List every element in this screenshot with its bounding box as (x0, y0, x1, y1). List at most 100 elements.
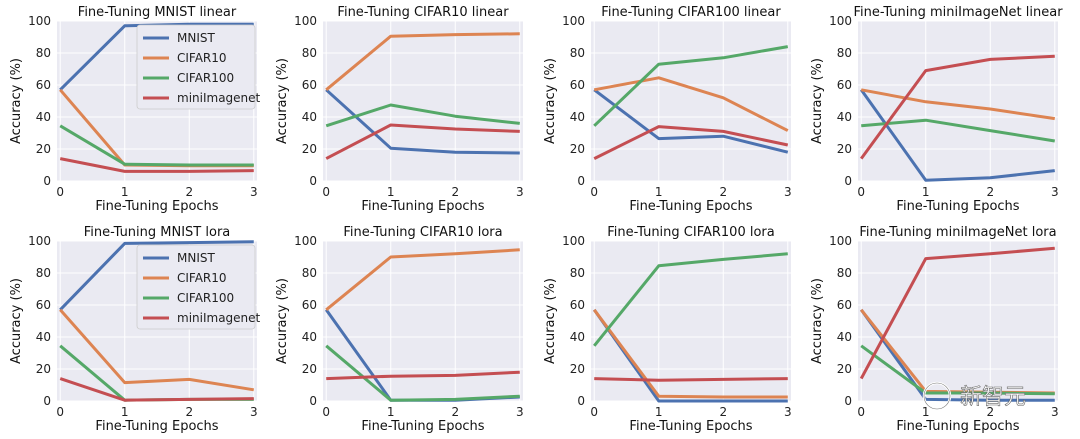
series-line-cifar100 (860, 344, 1055, 396)
legend-label: CIFAR10 (177, 271, 227, 285)
y-tick-label: 80 (36, 46, 51, 60)
y-tick-label: 60 (837, 78, 852, 92)
y-tick-label: 80 (837, 266, 852, 280)
legend-box (136, 24, 256, 110)
x-tick-label: 3 (784, 405, 792, 419)
y-tick-label: 20 (36, 142, 51, 156)
x-tick-label: 1 (922, 405, 930, 419)
legend-label: MNIST (177, 251, 215, 265)
x-axis-label: Fine-Tuning Epochs (629, 199, 752, 214)
y-tick-label: 80 (570, 46, 585, 60)
y-axis-label: Accuracy (%) (9, 278, 24, 364)
x-tick-label: 1 (121, 405, 129, 419)
y-tick-label: 20 (36, 362, 51, 376)
watermark: 新智元 (922, 381, 1026, 410)
y-tick-label: 60 (302, 78, 317, 92)
plot-area (591, 21, 791, 181)
x-axis-label: Fine-Tuning Epochs (361, 419, 484, 434)
series-line-cifar10 (593, 308, 788, 399)
y-tick-label: 80 (302, 266, 317, 280)
series-line-miniimagenet (593, 125, 789, 160)
y-tick-label: 20 (837, 362, 852, 376)
series-line-mnist (593, 88, 789, 154)
y-tick-label: 20 (302, 142, 317, 156)
x-tick-label: 2 (719, 185, 727, 199)
wechat-logo-outline (923, 382, 951, 410)
legend: MNIST CIFAR10 CIFAR100 miniImagenet (136, 244, 261, 330)
y-tick-label: 100 (294, 234, 317, 248)
y-tick-label: 60 (837, 298, 852, 312)
y-tick-label: 40 (570, 330, 585, 344)
series-line-cifar100 (593, 252, 788, 347)
y-axis-label: Accuracy (%) (275, 278, 290, 364)
y-tick-label: 100 (829, 234, 852, 248)
x-axis-label: Fine-Tuning Epochs (95, 419, 218, 434)
x-tick-label: 1 (387, 405, 395, 419)
y-tick-label: 100 (28, 234, 51, 248)
y-tick-label: 20 (570, 362, 585, 376)
x-tick-label: 2 (185, 405, 193, 419)
legend-label: miniImagenet (177, 91, 261, 105)
legend-label: CIFAR100 (177, 71, 234, 85)
x-tick-label: 2 (719, 405, 727, 419)
series-line-mnist (59, 240, 254, 311)
chart-panel-8: 0 20 40 60 80 100 0 1 2 3 Fine-Tuning miniImageNet… (810, 225, 1059, 434)
chart-panel-2: 0 20 40 60 80 100 0 1 2 3 Fine-Tuning CIFAR10 line… (275, 5, 524, 214)
y-tick-label: 0 (844, 174, 852, 188)
chart-panel-1: 0 20 40 60 80 100 0 1 2 3 Fine-Tuning MNIST linear… (9, 5, 261, 214)
plot-area (858, 21, 1058, 181)
legend-label: miniImagenet (177, 311, 261, 325)
x-tick-label: 1 (655, 185, 663, 199)
y-tick-label: 0 (577, 394, 585, 408)
chart-title: Fine-Tuning CIFAR100 lora (607, 225, 775, 240)
series-line-cifar10 (593, 76, 789, 132)
x-tick-label: 0 (56, 185, 64, 199)
chart-panel-4: 0 20 40 60 80 100 0 1 2 3 Fine-Tuning miniImageNet… (810, 5, 1063, 214)
x-axis-label: Fine-Tuning Epochs (896, 419, 1019, 434)
y-tick-label: 100 (562, 234, 585, 248)
y-axis-label: Accuracy (%) (543, 58, 558, 144)
watermark-text: 新智元 (960, 385, 1026, 410)
y-tick-label: 100 (562, 14, 585, 28)
x-axis-label: Fine-Tuning Epochs (896, 199, 1019, 214)
y-tick-label: 80 (570, 266, 585, 280)
y-tick-label: 60 (36, 78, 51, 92)
chart-title: Fine-Tuning miniImageNet linear (853, 5, 1063, 20)
y-tick-label: 80 (302, 46, 317, 60)
x-tick-label: 3 (1051, 185, 1059, 199)
y-tick-label: 20 (302, 362, 317, 376)
series-line-miniimagenet (325, 123, 520, 160)
y-tick-label: 40 (570, 110, 585, 124)
y-tick-label: 0 (43, 394, 51, 408)
y-tick-label: 40 (837, 330, 852, 344)
series-line-miniimagenet (859, 246, 1055, 380)
x-tick-label: 3 (784, 185, 792, 199)
y-tick-label: 40 (837, 110, 852, 124)
x-tick-label: 0 (322, 405, 330, 419)
series-line-miniimagenet (860, 54, 1055, 160)
x-tick-label: 3 (516, 185, 524, 199)
x-axis-label: Fine-Tuning Epochs (95, 199, 218, 214)
x-tick-label: 3 (250, 185, 258, 199)
y-tick-label: 0 (309, 394, 317, 408)
y-tick-label: 80 (36, 266, 51, 280)
x-tick-label: 0 (857, 185, 865, 199)
series-line-cifar10 (325, 248, 520, 311)
y-tick-label: 80 (837, 46, 852, 60)
x-tick-label: 0 (590, 405, 598, 419)
y-tick-label: 40 (36, 110, 51, 124)
series-line-miniimagenet (59, 157, 254, 173)
chart-panel-3: 0 20 40 60 80 100 0 1 2 3 Fine-Tuning CIFAR100 lin… (543, 5, 792, 214)
series-line-miniimagenet (59, 377, 254, 402)
y-tick-label: 0 (43, 174, 51, 188)
y-axis-label: Accuracy (%) (275, 58, 290, 144)
x-tick-label: 0 (322, 185, 330, 199)
series-line-cifar10 (325, 32, 520, 91)
y-tick-label: 0 (309, 174, 317, 188)
chart-title: Fine-Tuning CIFAR10 linear (337, 5, 509, 20)
x-tick-label: 1 (387, 185, 395, 199)
y-tick-label: 60 (570, 298, 585, 312)
plot-area (323, 21, 523, 181)
y-tick-label: 60 (36, 298, 51, 312)
chart-title: Fine-Tuning MNIST linear (78, 5, 237, 20)
